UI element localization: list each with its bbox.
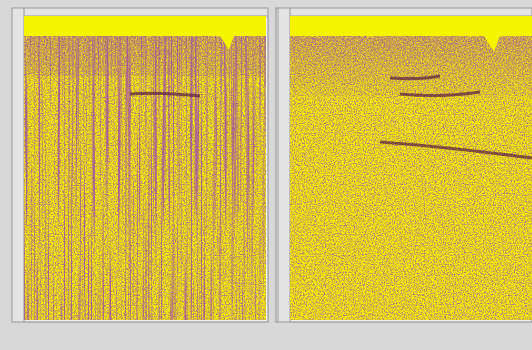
left-panel	[12, 8, 268, 322]
top-ruler	[24, 8, 268, 16]
screenshot	[0, 0, 532, 350]
depth-ruler	[278, 8, 290, 322]
depth-ruler	[12, 8, 24, 322]
top-ruler	[290, 8, 532, 16]
surface-bar	[290, 16, 532, 36]
right-panel	[276, 8, 532, 322]
surface-bar	[24, 16, 266, 36]
echogram-noise	[24, 36, 266, 320]
page	[0, 0, 532, 350]
